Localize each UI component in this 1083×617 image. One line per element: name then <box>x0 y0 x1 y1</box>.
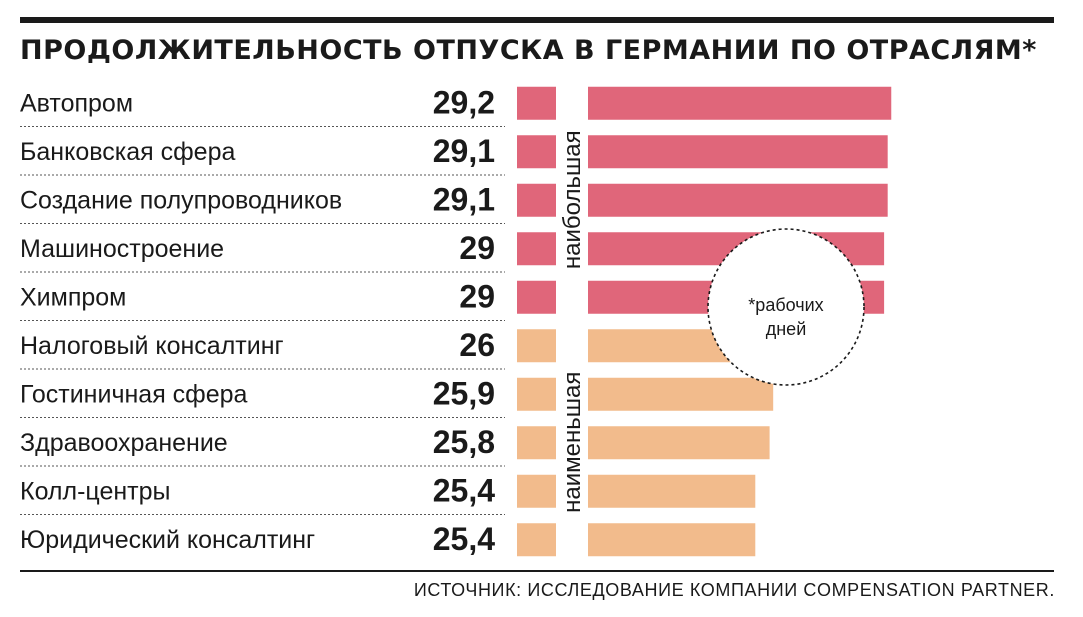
bar <box>517 426 770 460</box>
value-label: 25,4 <box>433 521 495 557</box>
category-label: Гостиничная сфера <box>20 380 248 408</box>
value-label: 26 <box>459 327 495 363</box>
value-label: 25,4 <box>433 472 495 508</box>
value-label: 29 <box>459 278 495 314</box>
category-label: Банковская сфера <box>20 138 235 166</box>
group-strip <box>556 83 588 317</box>
bar <box>517 523 756 557</box>
category-label: Машиностроение <box>20 235 224 263</box>
bar <box>517 474 756 508</box>
category-label: Автопром <box>20 89 133 117</box>
value-label: 29,1 <box>433 133 495 169</box>
category-label: Юридический консалтинг <box>20 526 315 554</box>
annotation-circle <box>707 228 865 386</box>
chart-title: ПРОДОЛЖИТЕЛЬНОСТЬ ОТПУСКА В ГЕРМАНИИ ПО … <box>20 35 1037 66</box>
group-label: наименьшая <box>559 372 586 513</box>
value-label: 29,2 <box>433 84 495 120</box>
category-label: Налоговый консалтинг <box>20 332 284 360</box>
category-label: Колл-центры <box>20 477 171 505</box>
group-strip <box>556 325 588 559</box>
value-label: 25,8 <box>433 424 495 460</box>
annotation-text: дней <box>766 319 807 339</box>
bottom-rule <box>20 570 1054 572</box>
value-label: 25,9 <box>433 375 495 411</box>
bar <box>517 377 774 411</box>
category-label: Создание полупроводников <box>20 186 342 214</box>
category-label: Химпром <box>20 283 126 311</box>
category-label: Здравоохранение <box>20 429 228 457</box>
source-note: ИСТОЧНИК: ИССЛЕДОВАНИЕ КОМПАНИИ COMPENSA… <box>413 580 1055 600</box>
value-label: 29,1 <box>433 181 495 217</box>
group-label: наибольшая <box>559 130 586 269</box>
annotation-text: *рабочих <box>748 295 823 315</box>
value-label: 29 <box>459 230 495 266</box>
top-rule <box>20 17 1054 23</box>
